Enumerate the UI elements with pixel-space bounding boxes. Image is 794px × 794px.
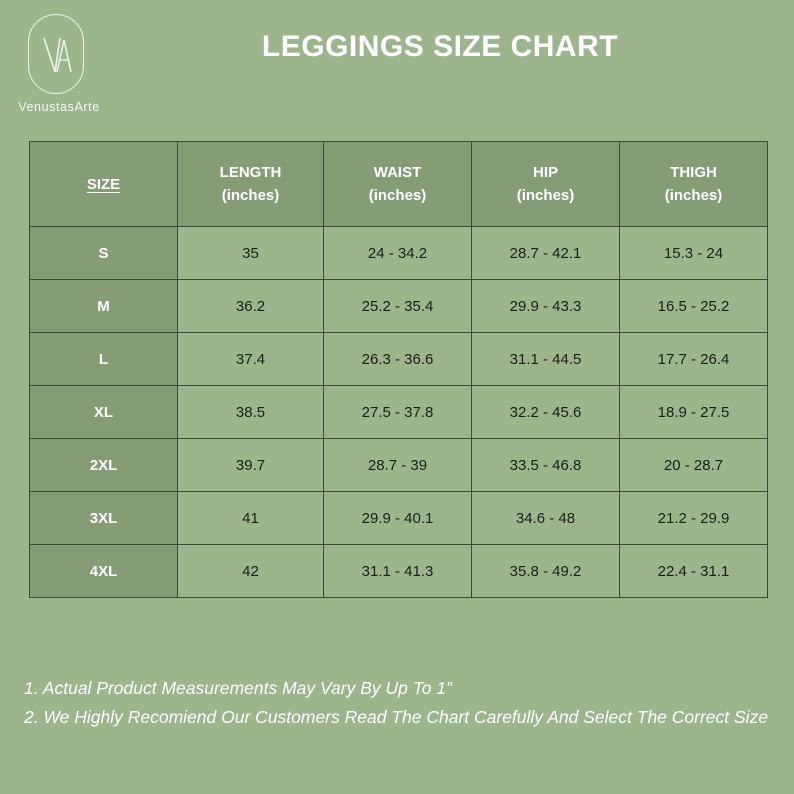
header-unit: (inches) <box>221 187 280 204</box>
waist-cell: 24 - 34.2 <box>323 226 472 280</box>
header-unit: (inches) <box>664 187 723 204</box>
thigh-cell: 18.9 - 27.5 <box>619 385 768 439</box>
table-row: 2XL 39.7 28.7 - 39 33.5 - 46.8 20 - 28.7 <box>29 438 768 492</box>
size-cell: 4XL <box>29 544 178 598</box>
header-unit: (inches) <box>368 187 427 204</box>
header-row: SIZE LENGTH (inches) WAIST (inches) HIP … <box>29 141 768 227</box>
size-cell: XL <box>29 385 178 439</box>
header-thigh: THIGH (inches) <box>619 141 768 227</box>
waist-cell: 28.7 - 39 <box>323 438 472 492</box>
brand-name: VenustasArte <box>18 100 100 114</box>
header-hip: HIP (inches) <box>471 141 620 227</box>
thigh-cell: 21.2 - 29.9 <box>619 491 768 545</box>
size-cell: L <box>29 332 178 386</box>
hip-cell: 35.8 - 49.2 <box>471 544 620 598</box>
waist-cell: 25.2 - 35.4 <box>323 279 472 333</box>
hip-cell: 28.7 - 42.1 <box>471 226 620 280</box>
waist-cell: 26.3 - 36.6 <box>323 332 472 386</box>
size-cell: M <box>29 279 178 333</box>
header-unit: (inches) <box>516 187 575 204</box>
hip-cell: 31.1 - 44.5 <box>471 332 620 386</box>
table-row: 3XL 41 29.9 - 40.1 34.6 - 48 21.2 - 29.9 <box>29 491 768 545</box>
length-cell: 38.5 <box>177 385 324 439</box>
thigh-cell: 22.4 - 31.1 <box>619 544 768 598</box>
logo-oval <box>28 14 84 94</box>
size-cell: S <box>29 226 178 280</box>
table-row: 4XL 42 31.1 - 41.3 35.8 - 49.2 22.4 - 31… <box>29 544 768 598</box>
waist-cell: 29.9 - 40.1 <box>323 491 472 545</box>
thigh-cell: 17.7 - 26.4 <box>619 332 768 386</box>
size-cell: 2XL <box>29 438 178 492</box>
header-label: SIZE <box>86 175 121 193</box>
thigh-cell: 20 - 28.7 <box>619 438 768 492</box>
header-label: HIP <box>532 164 558 181</box>
header-length: LENGTH (inches) <box>177 141 324 227</box>
header-label: THIGH <box>670 164 717 181</box>
brand-logo: VenustasArte <box>8 10 110 115</box>
length-cell: 41 <box>177 491 324 545</box>
length-cell: 39.7 <box>177 438 324 492</box>
header-label: LENGTH <box>219 164 282 181</box>
notes: 1. Actual Product Measurements May Vary … <box>24 674 784 732</box>
length-cell: 37.4 <box>177 332 324 386</box>
length-cell: 36.2 <box>177 279 324 333</box>
waist-cell: 31.1 - 41.3 <box>323 544 472 598</box>
waist-cell: 27.5 - 37.8 <box>323 385 472 439</box>
header-waist: WAIST (inches) <box>323 141 472 227</box>
hip-cell: 33.5 - 46.8 <box>471 438 620 492</box>
size-cell: 3XL <box>29 491 178 545</box>
table-row: M 36.2 25.2 - 35.4 29.9 - 43.3 16.5 - 25… <box>29 279 768 333</box>
length-cell: 35 <box>177 226 324 280</box>
hip-cell: 32.2 - 45.6 <box>471 385 620 439</box>
note-item: 1. Actual Product Measurements May Vary … <box>24 678 452 698</box>
table-row: XL 38.5 27.5 - 37.8 32.2 - 45.6 18.9 - 2… <box>29 385 768 439</box>
table-row: L 37.4 26.3 - 36.6 31.1 - 44.5 17.7 - 26… <box>29 332 768 386</box>
size-chart-table: SIZE LENGTH (inches) WAIST (inches) HIP … <box>29 141 768 598</box>
note-item: 2. We Highly Recomiend Our Customers Rea… <box>24 707 769 727</box>
page-title: LEGGINGS SIZE CHART <box>261 30 619 63</box>
table-row: S 35 24 - 34.2 28.7 - 42.1 15.3 - 24 <box>29 226 768 280</box>
length-cell: 42 <box>177 544 324 598</box>
thigh-cell: 16.5 - 25.2 <box>619 279 768 333</box>
logo-va-mark <box>43 37 72 73</box>
thigh-cell: 15.3 - 24 <box>619 226 768 280</box>
hip-cell: 34.6 - 48 <box>471 491 620 545</box>
hip-cell: 29.9 - 43.3 <box>471 279 620 333</box>
header-label: WAIST <box>373 164 422 181</box>
header-size: SIZE <box>29 141 178 227</box>
